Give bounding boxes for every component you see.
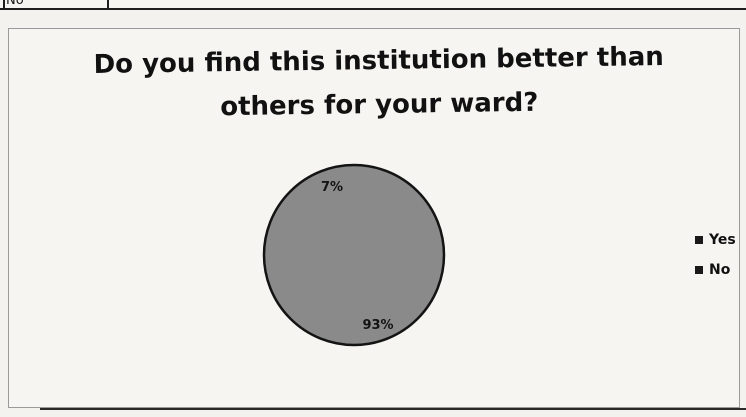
legend-label-no: No [709,262,731,278]
chart-legend: Yes No [695,225,736,285]
data-label-yes: 93% [362,318,393,333]
pie-chart: 93% 7% [262,163,446,347]
legend-item-yes: Yes [695,225,736,255]
chart-area: Do you find this institution better than… [8,28,740,408]
table-border [3,0,5,10]
legend-item-no: No [695,255,736,285]
table-fragment: No [0,0,746,10]
legend-label-yes: Yes [709,232,736,248]
data-label-no: 7% [321,180,343,195]
bottom-border [40,408,746,410]
pie-outline [262,163,446,347]
table-column-divider [107,0,109,10]
legend-swatch-yes [695,236,703,244]
table-cell-label: No [6,0,24,8]
legend-swatch-no [695,266,703,274]
